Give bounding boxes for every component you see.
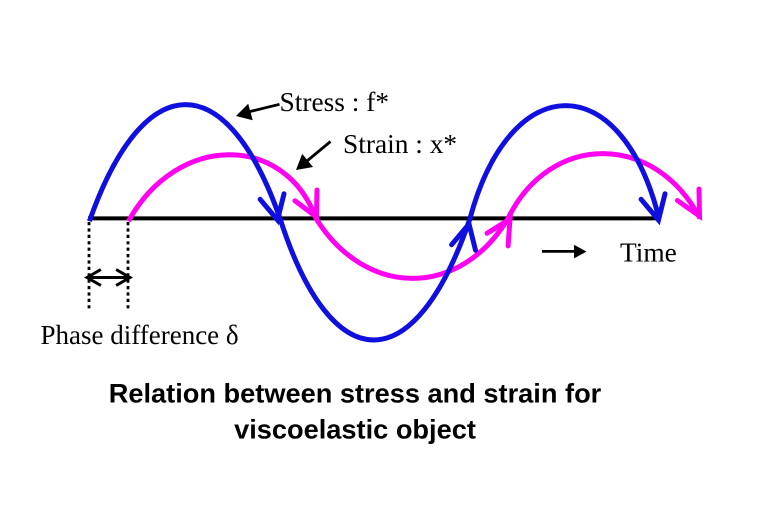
svg-text:Strain : x*: Strain : x* [343,129,457,159]
svg-text:Relation between stress and st: Relation between stress and strain for [109,378,602,409]
svg-text:Time: Time [620,238,677,268]
svg-text:viscoelastic object: viscoelastic object [234,414,476,445]
svg-text:Stress : f*: Stress : f* [280,87,390,117]
svg-text:Phase difference δ: Phase difference δ [41,320,239,350]
